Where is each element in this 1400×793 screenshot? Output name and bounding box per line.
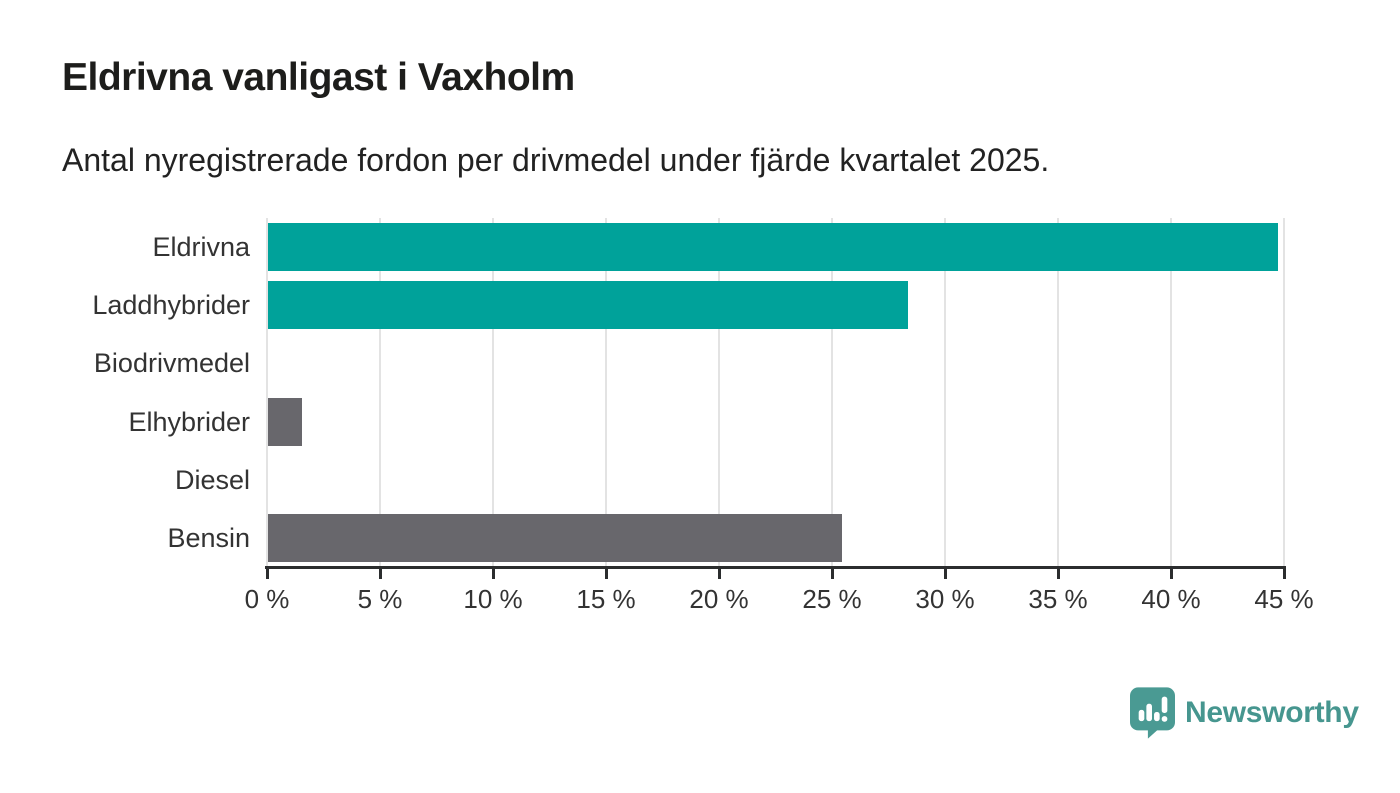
axis-tick [717, 568, 721, 579]
category-label: Laddhybrider [92, 290, 250, 321]
gridline [944, 218, 946, 567]
axis-tick [491, 568, 495, 579]
x-tick-label: 10 % [463, 584, 523, 614]
category-label: Diesel [174, 464, 250, 495]
gridline [1170, 218, 1172, 567]
axis-tick [1282, 568, 1286, 579]
gridline [266, 218, 268, 567]
axis-tick [265, 568, 269, 579]
newsworthy-logo-icon [1130, 687, 1175, 739]
bar-laddhybrider [268, 281, 908, 330]
chart-subtitle: Antal nyregistrerade fordon per drivmede… [62, 142, 1050, 178]
category-label: Elhybrider [128, 406, 250, 437]
gridline [605, 218, 607, 567]
x-tick-label: 40 % [1141, 584, 1201, 614]
axis-tick [943, 568, 947, 579]
x-tick-label: 45 % [1254, 584, 1314, 614]
chart-title: Eldrivna vanligast i Vaxholm [62, 56, 575, 99]
gridline [1283, 218, 1285, 567]
x-tick-label: 5 % [357, 584, 403, 614]
x-tick-label: 25 % [802, 584, 862, 614]
x-tick-label: 35 % [1028, 584, 1088, 614]
bar-elhybrider [268, 397, 302, 446]
bar-bensin [268, 513, 843, 562]
axis-tick [830, 568, 834, 579]
x-tick-label: 30 % [915, 584, 975, 614]
x-tick-label: 15 % [576, 584, 636, 614]
category-label: Bensin [167, 522, 250, 553]
x-tick-label: 20 % [689, 584, 749, 614]
category-label: Biodrivmedel [93, 348, 250, 379]
newsworthy-branding: Newsworthy [1130, 686, 1359, 740]
gridline [492, 218, 494, 567]
gridline [1057, 218, 1059, 567]
axis-tick [604, 568, 608, 579]
x-tick-label: 0 % [244, 584, 290, 614]
gridline [718, 218, 720, 567]
x-axis-line [265, 566, 1286, 569]
category-label: Eldrivna [152, 232, 250, 263]
gridline [831, 218, 833, 567]
axis-tick [1056, 568, 1060, 579]
axis-tick [1169, 568, 1173, 579]
bar-eldrivna [268, 223, 1279, 272]
newsworthy-wordmark: Newsworthy [1185, 696, 1359, 729]
axis-tick [378, 568, 382, 579]
gridline [379, 218, 381, 567]
